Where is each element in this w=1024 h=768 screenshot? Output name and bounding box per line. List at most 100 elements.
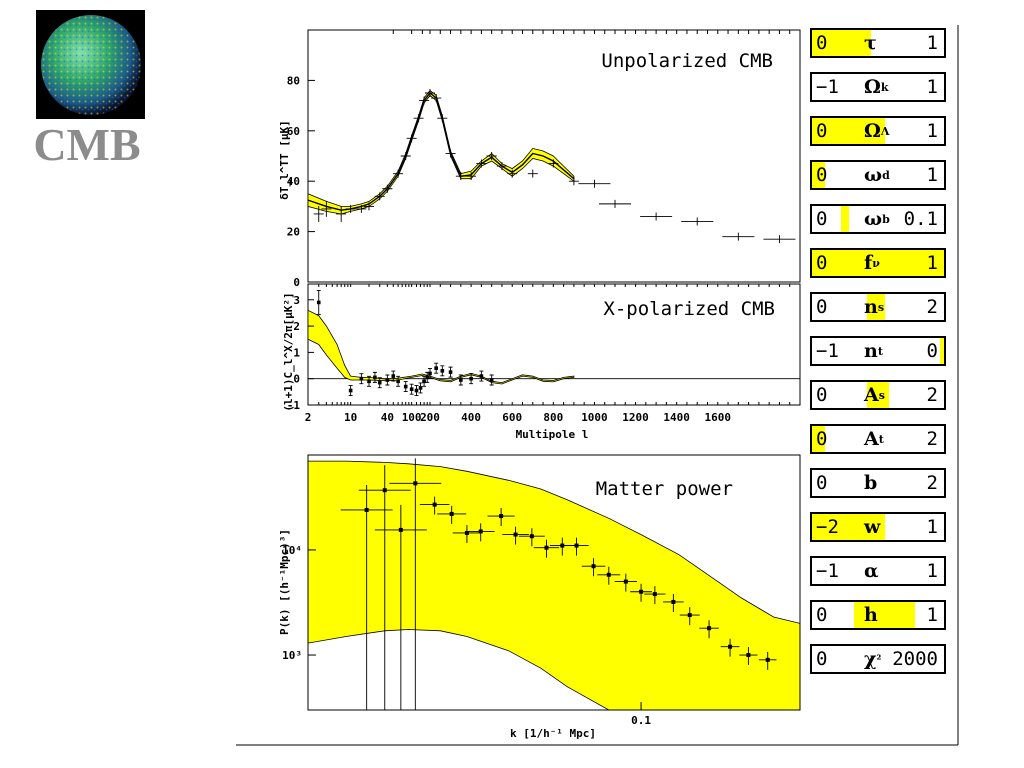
slider-max-label: 2	[926, 384, 938, 406]
data-point-marker	[449, 511, 454, 516]
data-point	[406, 134, 417, 143]
y-tick-label: 80	[287, 74, 300, 87]
slider-max-label: 1	[926, 164, 938, 186]
data-point-marker	[489, 378, 494, 382]
slider-fill	[812, 250, 944, 276]
logo-text: CMB	[33, 119, 141, 170]
x-axis-label: Multipole l	[516, 428, 589, 441]
data-point	[681, 217, 714, 226]
slider-11[interactable]: −2 w 1	[810, 512, 946, 542]
matter-power-panel: Matter power 10³ 10⁴ 0.1 k [1/h⁻¹ Mpc] P(k) […	[236, 25, 959, 746]
slider-fill	[812, 514, 885, 540]
slider-min-label: −1	[816, 560, 839, 582]
data-point-marker	[591, 564, 596, 569]
slider-max-label: 1	[926, 560, 938, 582]
y-tick-label: 10⁴	[282, 544, 302, 557]
data-point-marker	[428, 371, 432, 376]
slider-fill	[841, 206, 849, 232]
data-point	[413, 114, 424, 123]
data-point-marker	[382, 488, 387, 493]
slider-parameter-name: α	[864, 560, 879, 582]
x-tick-label: 1600	[705, 411, 732, 424]
slider-7[interactable]: −1 n t 0	[810, 336, 946, 366]
slider-4[interactable]: 0 ω b 0.1	[810, 204, 946, 234]
slider-0[interactable]: 0 τ 1	[810, 28, 946, 58]
x-tick-label: 10	[344, 411, 357, 424]
data-point	[527, 169, 538, 178]
slider-min-label: 0	[816, 296, 828, 318]
y-axis-label: P(k) [(h⁻¹Mpc)³]	[278, 529, 291, 635]
data-point	[400, 152, 411, 160]
slider-max-label: 2000	[892, 648, 938, 670]
data-point	[364, 202, 374, 211]
plot-frame	[307, 454, 801, 711]
data-point-marker	[623, 579, 628, 584]
slider-min-label: 0	[816, 472, 828, 494]
slider-parameter-name: b	[864, 472, 878, 494]
slider-min-label: −2	[816, 516, 839, 538]
data-point-marker	[765, 657, 770, 662]
x-tick-label: 2	[305, 411, 312, 424]
data-point	[356, 204, 367, 213]
data-point-marker	[746, 653, 751, 658]
slider-parameter-name: τ	[864, 32, 877, 54]
slider-fill	[854, 602, 915, 628]
slider-min-label: 0	[816, 208, 828, 230]
slider-max-label: 1	[926, 516, 938, 538]
slider-max-label: 0.1	[903, 208, 938, 230]
data-point-marker	[418, 386, 423, 390]
plot-frame	[307, 283, 801, 406]
y-axis-label: δT_l^TT [μK]	[278, 120, 291, 199]
data-point	[336, 205, 347, 222]
data-point	[722, 232, 755, 241]
slider-max-label: 1	[926, 76, 938, 98]
data-point-marker	[560, 543, 565, 548]
data-point-marker	[348, 388, 353, 393]
data-point-marker	[574, 543, 579, 548]
data-point	[578, 179, 611, 188]
data-point-marker	[364, 507, 369, 512]
x-tick-label: 100	[402, 411, 422, 424]
data-point	[345, 204, 356, 213]
data-point	[431, 94, 442, 103]
slider-14[interactable]: 0 χ ² 2000	[810, 644, 946, 674]
slider-min-label: 0	[816, 428, 828, 450]
data-point	[476, 159, 487, 168]
data-point-marker	[403, 384, 408, 389]
slider-parameter-name: w	[864, 516, 881, 538]
data-point	[599, 199, 631, 208]
slider-fill	[940, 338, 944, 364]
y-axis-label: (l+1)C_l^X/2π[μK²]	[282, 292, 295, 411]
data-point-marker	[391, 374, 396, 378]
slider-10[interactable]: 0 b 2	[810, 468, 946, 498]
slider-max-label: 1	[926, 32, 938, 54]
data-point-marker	[478, 529, 483, 534]
slider-fill	[867, 294, 885, 320]
data-point	[437, 114, 448, 123]
slider-13[interactable]: 0 h 1	[810, 600, 946, 630]
slider-12[interactable]: −1 α 1	[810, 556, 946, 586]
slider-max-label: 1	[926, 120, 938, 142]
data-point	[548, 159, 559, 168]
data-point-marker	[448, 370, 453, 374]
slider-min-label: 0	[816, 32, 828, 54]
data-point-marker	[432, 502, 437, 507]
x-tick-label: 400	[461, 411, 481, 424]
y-tick-label: 20	[287, 226, 300, 239]
data-point-marker	[434, 366, 438, 370]
data-point-marker	[529, 534, 534, 539]
y-tick-label: 0	[293, 373, 300, 386]
data-point-marker	[373, 375, 377, 380]
x-tick-label: 800	[543, 411, 563, 424]
